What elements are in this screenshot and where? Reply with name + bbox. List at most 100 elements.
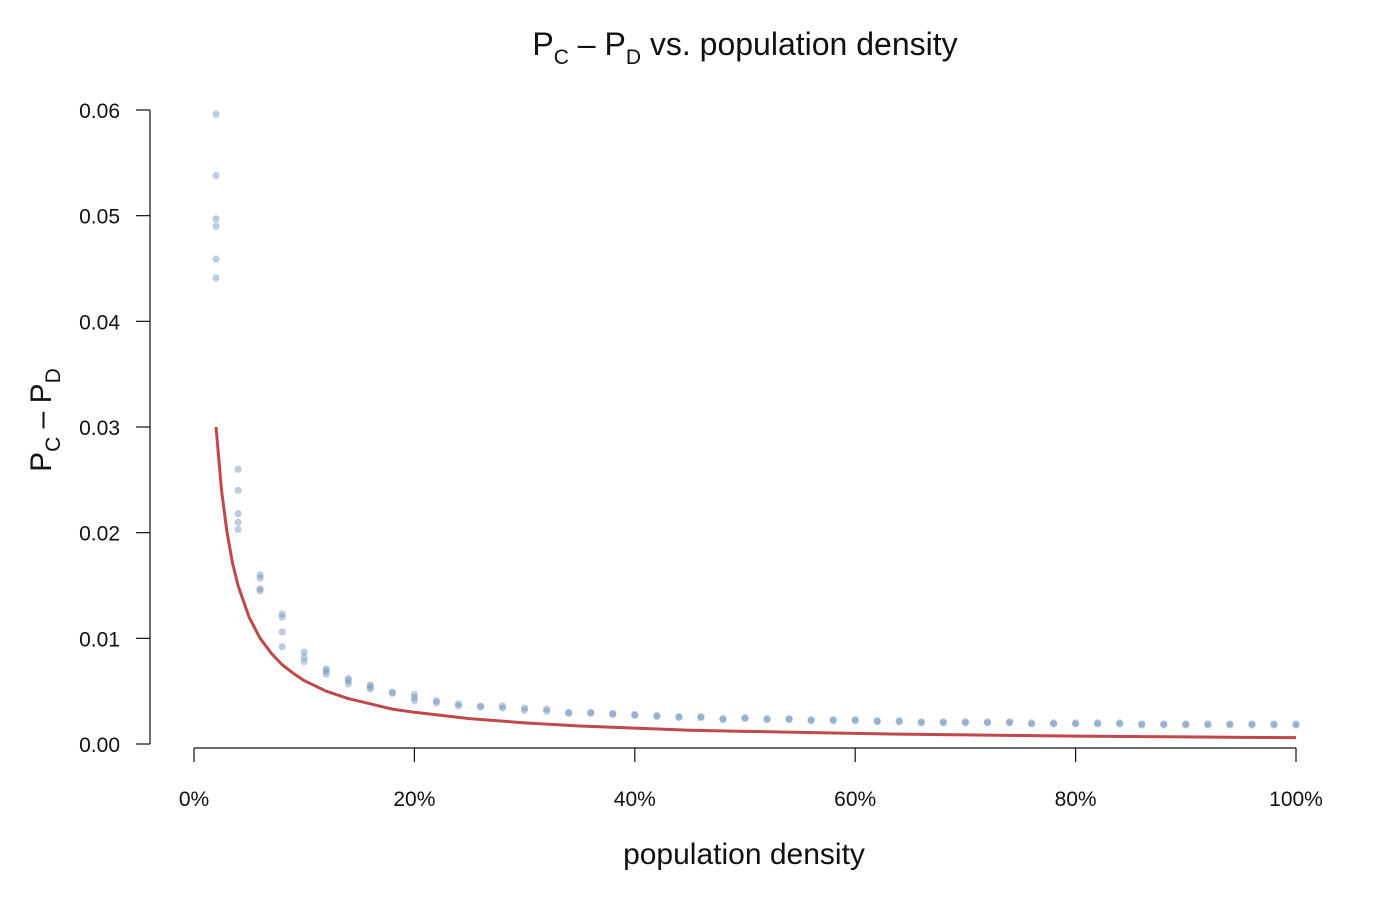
data-point	[410, 693, 418, 702]
data-point	[653, 711, 661, 720]
x-tick-label: 100%	[1269, 788, 1323, 811]
title-rest: vs. population density	[641, 26, 958, 62]
data-point	[234, 525, 242, 534]
data-point	[1027, 719, 1036, 727]
scatter-points	[212, 110, 1300, 729]
data-point	[543, 705, 551, 713]
data-point	[476, 703, 485, 711]
data-point	[410, 690, 418, 698]
data-point	[432, 699, 441, 707]
curve-layer	[214, 426, 1297, 740]
data-point	[565, 709, 573, 717]
data-point	[983, 718, 992, 726]
data-point	[1204, 721, 1212, 729]
data-point	[785, 716, 793, 724]
data-point	[278, 643, 286, 651]
data-point	[278, 628, 286, 636]
data-point	[498, 702, 507, 710]
data-point	[1182, 721, 1190, 729]
data-point	[212, 274, 220, 282]
data-point	[1160, 721, 1168, 729]
data-point	[344, 674, 352, 683]
data-point	[300, 657, 308, 666]
data-point	[256, 585, 264, 593]
data-point	[719, 715, 727, 723]
data-point	[587, 709, 595, 717]
data-point	[256, 571, 264, 579]
data-point	[278, 613, 286, 621]
data-point	[1138, 721, 1146, 729]
y-tick-label: 0.06	[79, 100, 120, 123]
data-point	[234, 465, 242, 473]
data-point	[1204, 720, 1212, 728]
data-point	[234, 518, 242, 526]
ylabel-s2: D	[42, 368, 65, 383]
data-point	[697, 713, 705, 722]
data-point	[1160, 720, 1168, 728]
data-point	[476, 702, 485, 710]
data-point	[212, 110, 220, 118]
data-point	[1270, 721, 1278, 729]
data-point	[366, 681, 374, 689]
data-point	[344, 677, 352, 685]
data-point	[741, 713, 749, 722]
data-point	[1292, 721, 1300, 729]
data-point	[322, 670, 330, 678]
data-point	[278, 610, 286, 618]
data-point	[763, 715, 771, 723]
data-point	[675, 712, 683, 721]
y-tick-label: 0.03	[79, 417, 120, 440]
data-point	[1072, 719, 1080, 727]
data-point	[388, 688, 396, 696]
data-point	[300, 648, 308, 656]
data-point	[212, 171, 220, 180]
data-point	[807, 717, 815, 725]
y-tick-label: 0.02	[79, 523, 120, 546]
x-tick-label: 80%	[1055, 788, 1097, 811]
data-point	[410, 697, 418, 705]
data-point	[719, 716, 727, 724]
data-point	[1094, 720, 1102, 728]
data-point	[1248, 721, 1256, 729]
data-point	[344, 680, 352, 688]
x-axis: 0% 20% 40% 60% 80% 100%	[179, 747, 1323, 811]
data-point	[521, 704, 529, 712]
title-s2: D	[626, 46, 641, 69]
data-point	[1116, 720, 1124, 728]
data-point	[609, 710, 617, 719]
data-point	[322, 665, 330, 673]
title-dash: –	[569, 26, 605, 62]
data-point	[829, 716, 837, 724]
data-point	[454, 702, 463, 710]
data-point	[565, 708, 573, 716]
data-point	[234, 510, 242, 518]
data-point	[1182, 720, 1190, 728]
data-point	[388, 689, 396, 697]
data-point	[212, 222, 220, 230]
fit-curve	[214, 426, 1297, 740]
data-point	[741, 715, 749, 723]
data-point	[939, 719, 947, 727]
data-point	[961, 718, 970, 726]
data-point	[366, 685, 374, 693]
data-point	[1049, 719, 1058, 727]
chart-title: PC – PD vs. population density	[532, 26, 957, 69]
data-point	[256, 574, 264, 582]
data-point	[212, 255, 220, 263]
data-point	[212, 215, 220, 223]
data-point	[609, 709, 617, 717]
data-point	[763, 716, 771, 724]
data-point	[697, 712, 705, 721]
data-point	[322, 667, 330, 675]
y-axis-title: PC – PD	[25, 368, 65, 472]
data-point	[300, 653, 308, 661]
data-point	[1270, 720, 1278, 728]
data-point	[939, 718, 947, 726]
data-point	[895, 717, 903, 725]
data-point	[1226, 721, 1234, 729]
data-point	[653, 712, 661, 721]
ylabel-s1: C	[42, 437, 65, 452]
data-point	[543, 707, 551, 715]
y-axis: 0.00 0.01 0.02 0.03 0.04 0.05 0.06	[79, 100, 151, 757]
